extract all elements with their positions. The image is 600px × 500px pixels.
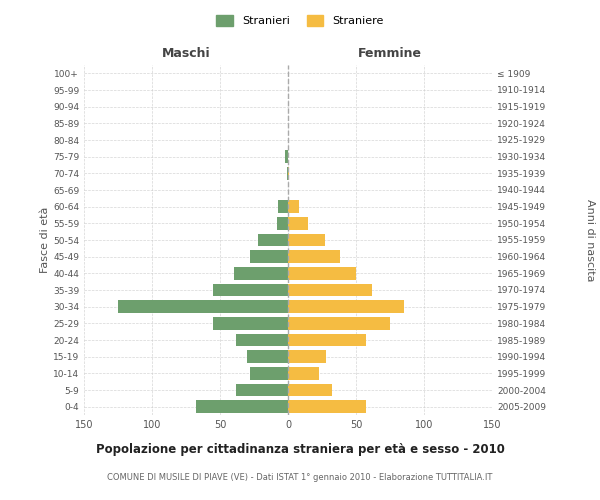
Bar [288, 167, 289, 179]
Bar [213, 284, 288, 296]
Bar [278, 200, 288, 213]
Text: Maschi: Maschi [161, 47, 211, 60]
Bar [250, 250, 288, 263]
Bar [213, 317, 288, 330]
Bar [288, 234, 325, 246]
Bar [288, 217, 308, 230]
Bar [288, 384, 332, 396]
Bar [196, 400, 288, 413]
Legend: Stranieri, Straniere: Stranieri, Straniere [212, 10, 388, 31]
Bar [233, 267, 288, 280]
Text: Femmine: Femmine [358, 47, 422, 60]
Text: COMUNE DI MUSILE DI PIAVE (VE) - Dati ISTAT 1° gennaio 2010 - Elaborazione TUTTI: COMUNE DI MUSILE DI PIAVE (VE) - Dati IS… [107, 472, 493, 482]
Bar [288, 284, 373, 296]
Bar [288, 267, 356, 280]
Bar [288, 250, 340, 263]
Bar [236, 334, 288, 346]
Y-axis label: Fasce di età: Fasce di età [40, 207, 50, 273]
Bar [236, 384, 288, 396]
Bar [247, 350, 288, 363]
Bar [258, 234, 288, 246]
Text: Popolazione per cittadinanza straniera per età e sesso - 2010: Popolazione per cittadinanza straniera p… [95, 442, 505, 456]
Bar [250, 367, 288, 380]
Bar [287, 167, 288, 179]
Bar [277, 217, 288, 230]
Bar [118, 300, 288, 313]
Bar [288, 350, 326, 363]
Bar [288, 367, 319, 380]
Bar [288, 200, 299, 213]
Bar [288, 300, 404, 313]
Bar [288, 334, 365, 346]
Y-axis label: Anni di nascita: Anni di nascita [585, 198, 595, 281]
Bar [288, 317, 390, 330]
Bar [288, 400, 365, 413]
Bar [285, 150, 288, 163]
